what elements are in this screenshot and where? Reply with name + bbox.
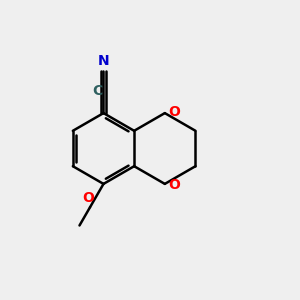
Text: C: C — [92, 84, 102, 98]
Text: O: O — [168, 178, 180, 192]
Text: O: O — [82, 191, 94, 205]
Text: N: N — [98, 54, 109, 68]
Text: O: O — [168, 105, 180, 119]
